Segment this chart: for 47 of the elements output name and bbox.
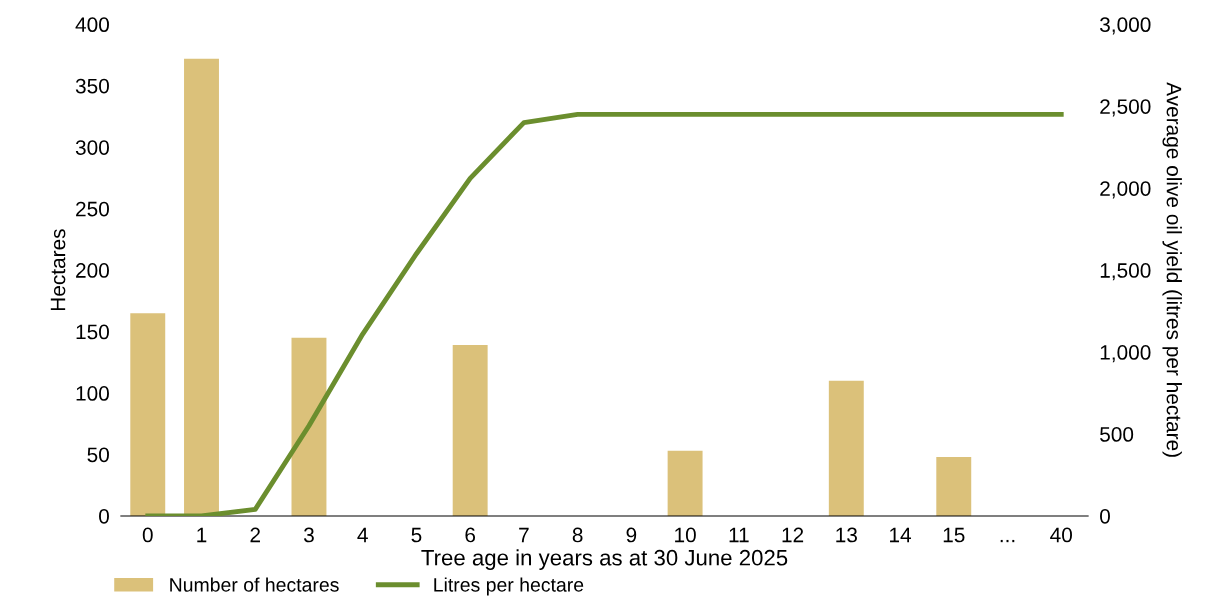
x-tick-label: 13 — [836, 527, 857, 543]
bar — [184, 58, 219, 516]
y2-tick-label: 3,000 — [1100, 17, 1151, 35]
x-tick-label: 2 — [250, 527, 260, 543]
x-tick-label: 14 — [890, 527, 912, 543]
x-tick-label: 40 — [1050, 527, 1073, 543]
x-tick-label: 11 — [729, 527, 749, 543]
x-tick-label: 8 — [572, 527, 583, 543]
y-tick-label: 100 — [76, 386, 109, 401]
legend-label: Litres per hectare — [434, 577, 584, 596]
x-tick-label: ... — [1000, 539, 1015, 543]
x-tick-label: 0 — [142, 527, 153, 543]
bar — [936, 456, 972, 516]
y-tick-label: 250 — [76, 201, 109, 217]
y2-tick-label: 1,500 — [1100, 263, 1151, 281]
x-tick-label: 7 — [519, 527, 529, 543]
y-tick-label: 150 — [76, 324, 109, 340]
y2-tick-label: 1,000 — [1100, 345, 1151, 363]
x-tick-label: 12 — [782, 527, 804, 543]
x-tick-label: 3 — [303, 527, 314, 543]
x-tick-label: 1 — [197, 527, 207, 543]
y-tick-label: 0 — [99, 508, 109, 524]
bar — [828, 380, 864, 516]
x-tick-label: 5 — [411, 527, 422, 543]
x-tick-label: 4 — [357, 527, 368, 543]
legend-label: Number of hectares — [170, 577, 339, 592]
line-series — [145, 111, 1064, 516]
y-tick-label: 50 — [87, 447, 109, 463]
bar — [452, 345, 488, 516]
x-tick-label: 15 — [943, 527, 965, 543]
y-axis-title: Hectares — [50, 229, 66, 311]
y-tick-label: 400 — [75, 17, 109, 33]
x-tick-label: 9 — [626, 527, 637, 543]
y2-tick-label: 2,500 — [1100, 99, 1151, 117]
y-tick-label: 300 — [75, 140, 109, 155]
y-tick-label: 200 — [76, 263, 109, 278]
y-tick-label: 350 — [75, 78, 109, 94]
y2-tick-label: 0 — [1100, 508, 1110, 524]
bar — [130, 313, 166, 516]
x-tick-label: 6 — [465, 527, 476, 543]
bar — [667, 450, 703, 516]
y2-axis-title: Average olive oil yield (litres per hectare) — [1162, 82, 1182, 457]
bar — [291, 337, 327, 516]
y2-tick-label: 2,000 — [1100, 181, 1151, 199]
x-axis-title: Tree age in years as at 30 June 2025 — [421, 549, 788, 570]
y2-tick-label: 500 — [1100, 427, 1134, 442]
x-tick-label: 10 — [675, 527, 696, 543]
